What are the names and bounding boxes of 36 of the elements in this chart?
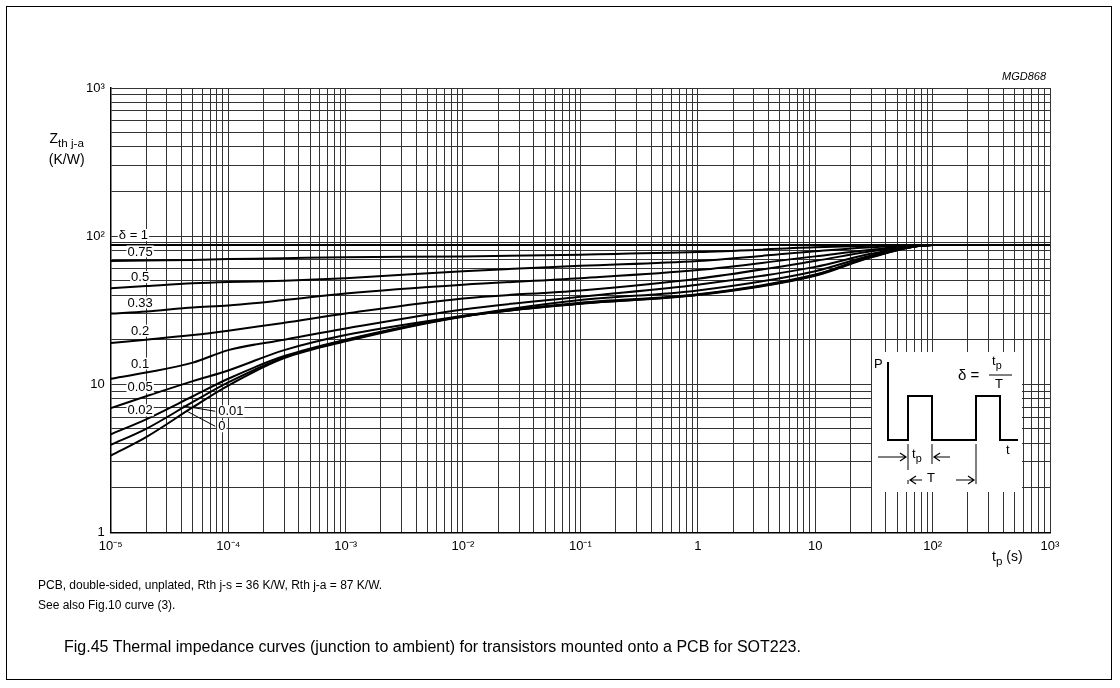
x-tick-label: 1 <box>694 537 702 553</box>
annotation: P <box>874 356 883 372</box>
text: See also Fig.10 curve (3). <box>38 598 176 612</box>
x-tick-label: 10 <box>807 537 823 553</box>
x-tick-label: 10⁻¹ <box>569 537 593 553</box>
annotation: T <box>927 470 935 486</box>
text: PCB, double-sided, unplated, Rth j-s = 36 K/W, Rth j-a = 87 K/W. <box>38 578 383 592</box>
x-tick-label: 10⁻⁵ <box>98 537 123 553</box>
x-tick-label: 10³ <box>1040 537 1061 553</box>
annotation: t$_{p}$ <box>912 446 922 464</box>
annotation: δ = <box>958 366 980 384</box>
y-tick-label: 10³ <box>85 79 106 95</box>
y-tick-label: 10 <box>90 375 105 391</box>
series-label: 0.2 <box>131 322 150 338</box>
y-tick-label: 10² <box>85 227 106 243</box>
text: Fig.45 Thermal impedance curves (junction to ambient) for transistors mounted onto a PCB for SOT223. <box>64 638 801 656</box>
x-tick-label: 10² <box>923 537 943 553</box>
series-label: 0.1 <box>131 355 150 371</box>
x-tick-label: 10⁻² <box>451 537 476 553</box>
y-tick-label: 1 <box>97 523 105 539</box>
x-tick-label: 10⁻³ <box>334 537 358 553</box>
series-label: δ = 1 <box>118 227 149 243</box>
annotation: t <box>1006 442 1010 458</box>
series-label: 0.33 <box>127 294 153 310</box>
annotation: T <box>995 376 1003 392</box>
x-axis-title: t$_{p}$ (s) <box>992 548 1023 568</box>
series-label: 0.05 <box>127 379 153 395</box>
y-axis-title: Z$_{th j-a}$ (K/W) <box>48 130 85 167</box>
series-label: 0.01 <box>218 403 244 419</box>
x-tick-label: 10⁻⁴ <box>216 537 241 553</box>
series-label: 0.5 <box>131 269 150 285</box>
series-label: 0.75 <box>127 243 153 259</box>
annotation: t$_{p}$ <box>992 353 1002 371</box>
series-label: 0 <box>218 418 226 434</box>
text: MGD868 <box>1002 70 1047 82</box>
series-label: 0.02 <box>127 402 153 418</box>
